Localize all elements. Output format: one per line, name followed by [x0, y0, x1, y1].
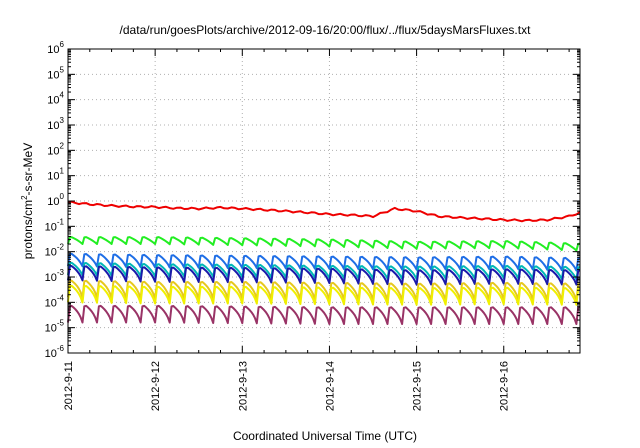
x-axis-ticks: 2012-9-11 2012-9-12 2012-9-13 2012-9-14 2012… — [63, 49, 570, 411]
series-layer — [67, 200, 581, 325]
y-tick-label-exponent: 0 — [60, 192, 65, 201]
y-tick-label-base: 10 — [45, 348, 57, 360]
series-line-4 — [67, 261, 581, 281]
y-tick-label-exponent: 2 — [60, 141, 65, 150]
y-tick-label-exponent: 1 — [60, 167, 65, 176]
y-tick-label-exponent: -1 — [57, 217, 65, 226]
y-tick-label-exponent: -6 — [57, 344, 65, 353]
y-tick-label-exponent: 6 — [60, 40, 65, 49]
y-axis-label-sup: 2 — [20, 195, 29, 200]
x-tick-label: 2012-9-13 — [237, 361, 249, 411]
y-tick-label-base: 10 — [47, 44, 59, 56]
y-tick-label-base: 10 — [45, 221, 57, 233]
series-line-6 — [67, 279, 581, 302]
y-tick-label: 10-2 — [45, 243, 65, 259]
series-line-1 — [67, 200, 581, 223]
y-tick-label-exponent: 3 — [60, 116, 65, 125]
y-tick-label-base: 10 — [47, 69, 59, 81]
y-tick-label-base: 10 — [47, 171, 59, 183]
y-tick-label-exponent: -3 — [57, 268, 65, 277]
y-tick-label: 10-5 — [45, 319, 65, 335]
y-tick-label: 103 — [47, 116, 64, 132]
y-tick-label-exponent: 4 — [60, 91, 65, 100]
y-tick-label-exponent: -5 — [57, 319, 65, 328]
x-tick-label: 2012-9-16 — [499, 361, 511, 411]
x-tick-label: 2012-9-12 — [150, 361, 162, 411]
y-tick-label-exponent: 5 — [60, 65, 65, 74]
x-tick-label: 2012-9-11 — [63, 361, 75, 410]
y-axis-label: protons/cm2-s-sr-MeV — [20, 143, 35, 259]
x-tick-label: 2012-9-14 — [324, 361, 336, 411]
series-line-2 — [67, 236, 581, 252]
series-line-5 — [67, 265, 581, 286]
y-tick-label-base: 10 — [47, 196, 59, 208]
y-axis-label-rest: -s-sr-MeV — [21, 143, 35, 196]
y-tick-label-base: 10 — [45, 272, 57, 284]
y-tick-label: 102 — [47, 141, 64, 157]
y-tick-label-base: 10 — [45, 247, 57, 259]
y-tick-label-exponent: -4 — [57, 293, 65, 302]
y-tick-label-exponent: -2 — [57, 243, 65, 252]
x-tick-label: 2012-9-15 — [412, 361, 424, 411]
y-tick-label: 100 — [47, 192, 64, 208]
y-tick-label: 10-1 — [45, 217, 65, 233]
y-tick-label-base: 10 — [47, 145, 59, 157]
y-tick-label: 10-3 — [45, 268, 65, 284]
y-axis-ticks: 10610510410310210110010-110-210-310-410-… — [45, 40, 580, 360]
chart-title: /data/run/goesPlots/archive/2012-09-16/2… — [120, 23, 532, 37]
y-tick-label-base: 10 — [45, 297, 57, 309]
y-tick-label-base: 10 — [47, 95, 59, 107]
series-line-7 — [67, 284, 581, 306]
y-tick-label: 105 — [47, 65, 64, 81]
y-tick-label: 104 — [47, 91, 64, 107]
y-tick-label: 106 — [47, 40, 64, 56]
y-tick-label: 10-6 — [45, 344, 65, 360]
series-line-3 — [67, 252, 581, 272]
y-tick-label-base: 10 — [47, 120, 59, 132]
y-tick-label: 101 — [47, 167, 64, 183]
y-axis-label-main: protons/cm — [21, 200, 35, 259]
y-tick-label-base: 10 — [45, 323, 57, 335]
grid-lines — [68, 49, 580, 353]
y-tick-label: 10-4 — [45, 293, 65, 309]
series-line-8 — [67, 304, 581, 325]
x-axis-label: Coordinated Universal Time (UTC) — [233, 429, 417, 443]
